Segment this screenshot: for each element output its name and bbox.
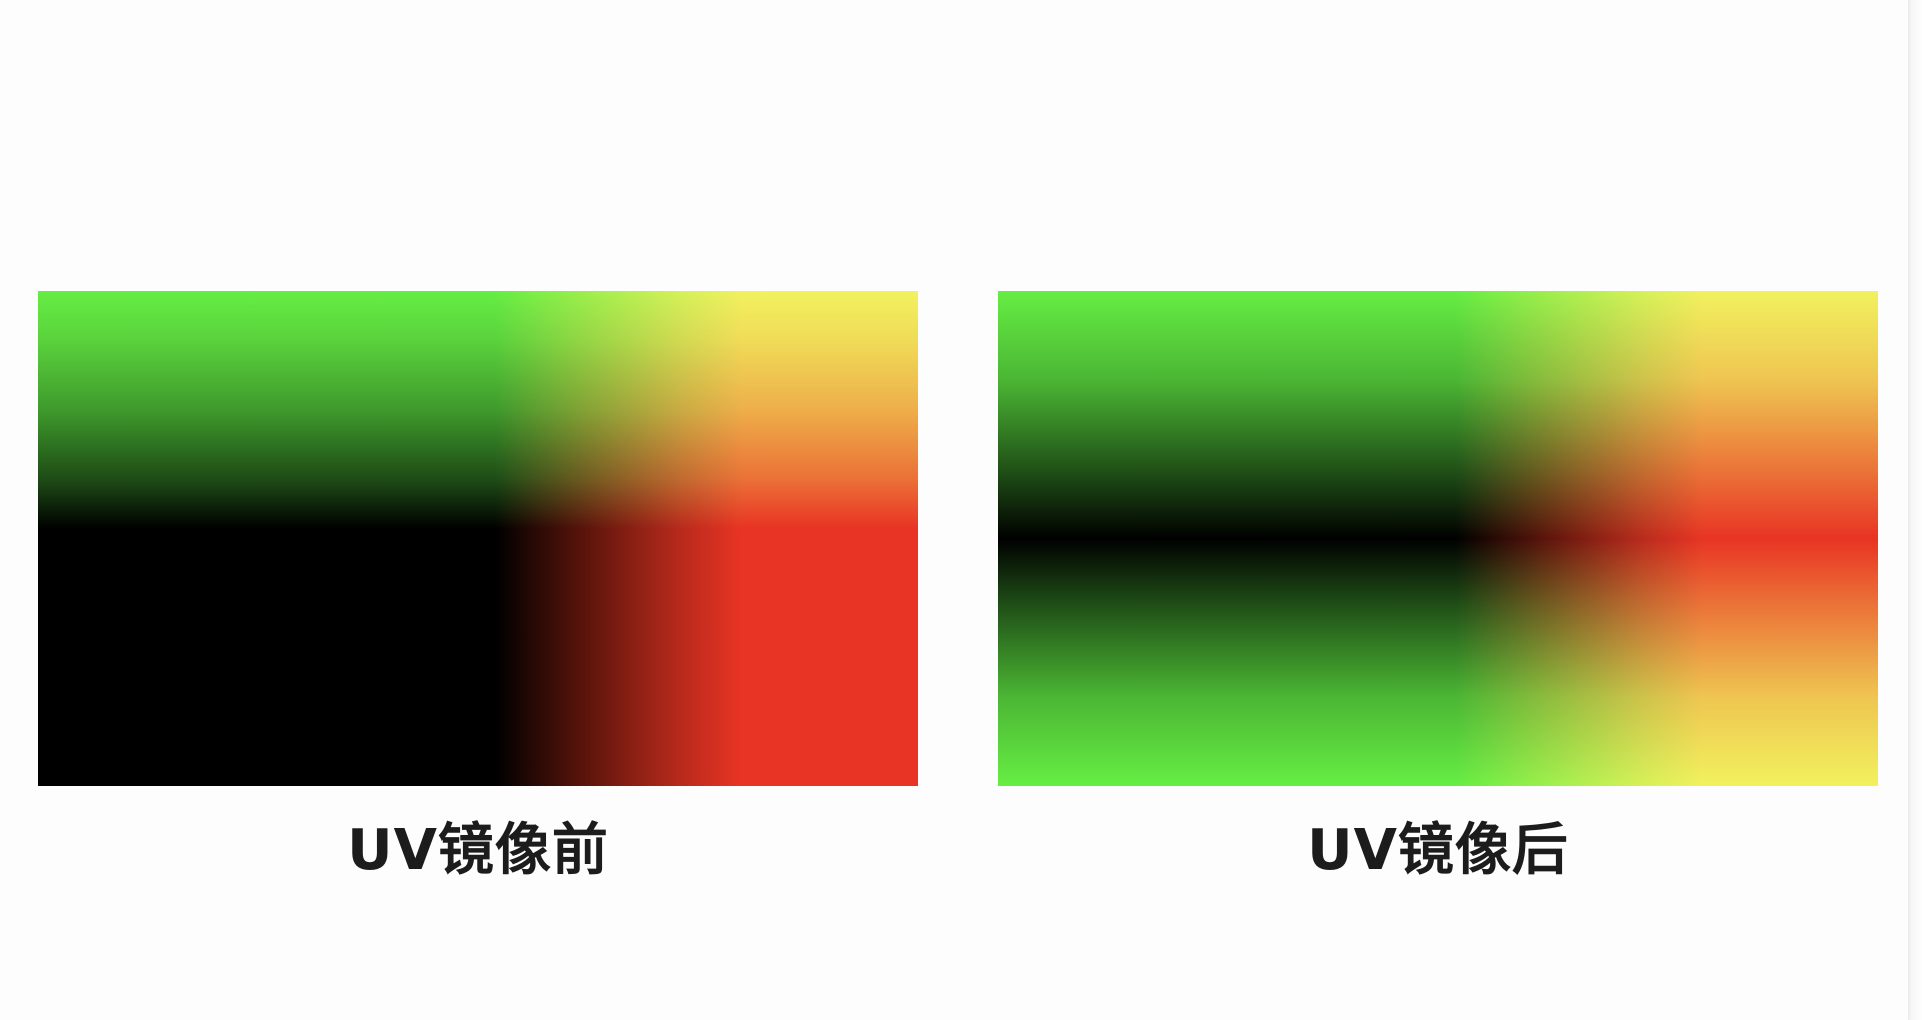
- caption-after-mirror: UV镜像后: [1307, 818, 1569, 883]
- uv-gradient-after-mirror: [998, 291, 1878, 786]
- green-channel-gradient: [38, 291, 918, 786]
- window-edge: [1908, 0, 1922, 1020]
- uv-gradient-before-mirror: [38, 291, 918, 786]
- green-channel-gradient-mirrored: [998, 291, 1878, 786]
- caption-before-mirror: UV镜像前: [347, 818, 609, 883]
